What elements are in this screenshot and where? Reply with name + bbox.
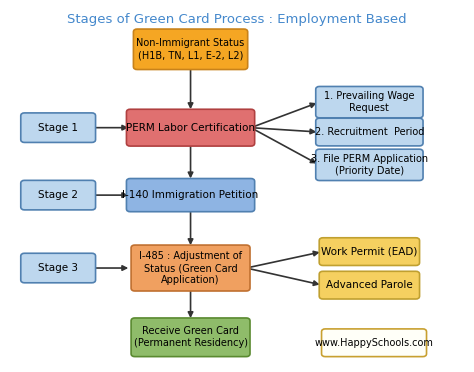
FancyBboxPatch shape [316, 118, 423, 146]
FancyBboxPatch shape [316, 86, 423, 118]
FancyBboxPatch shape [319, 238, 419, 266]
Text: 2. Recruitment  Period: 2. Recruitment Period [315, 127, 424, 137]
Text: Advanced Parole: Advanced Parole [326, 280, 413, 290]
FancyBboxPatch shape [21, 180, 96, 210]
Text: I-140 Immigration Petition: I-140 Immigration Petition [122, 190, 259, 200]
Text: Non-Immigrant Status
(H1B, TN, L1, E-2, L2): Non-Immigrant Status (H1B, TN, L1, E-2, … [137, 38, 245, 61]
Text: Stage 1: Stage 1 [38, 123, 78, 133]
FancyBboxPatch shape [21, 113, 96, 142]
FancyBboxPatch shape [21, 253, 96, 283]
FancyBboxPatch shape [133, 29, 248, 70]
Text: 1. Prevailing Wage
Request: 1. Prevailing Wage Request [324, 91, 415, 113]
Text: Stages of Green Card Process : Employment Based: Stages of Green Card Process : Employmen… [67, 13, 407, 26]
FancyBboxPatch shape [127, 109, 255, 146]
Text: Receive Green Card
(Permanent Residency): Receive Green Card (Permanent Residency) [134, 326, 247, 349]
FancyBboxPatch shape [131, 245, 250, 291]
FancyBboxPatch shape [319, 271, 419, 299]
FancyBboxPatch shape [321, 329, 427, 357]
Text: www.HappySchools.com: www.HappySchools.com [315, 338, 433, 348]
Text: I-485 : Adjustment of
Status (Green Card
Application): I-485 : Adjustment of Status (Green Card… [139, 251, 242, 285]
FancyBboxPatch shape [131, 318, 250, 357]
Text: Work Permit (EAD): Work Permit (EAD) [321, 247, 418, 257]
Text: Stage 3: Stage 3 [38, 263, 78, 273]
FancyBboxPatch shape [127, 179, 255, 212]
Text: PERM Labor Certification: PERM Labor Certification [126, 123, 255, 133]
FancyBboxPatch shape [316, 149, 423, 180]
Text: 3. File PERM Application
(Priority Date): 3. File PERM Application (Priority Date) [311, 154, 428, 176]
Text: Stage 2: Stage 2 [38, 190, 78, 200]
